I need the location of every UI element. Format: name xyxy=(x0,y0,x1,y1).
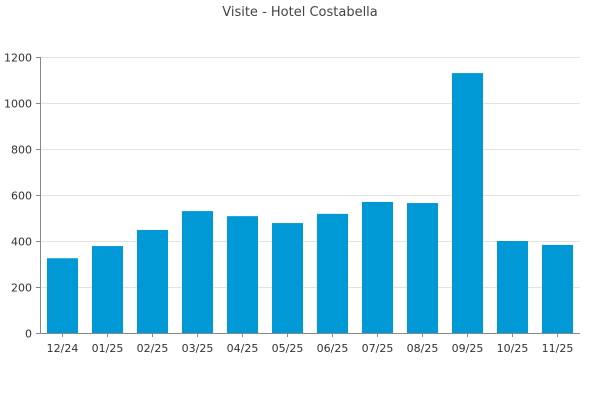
x-tick-label: 03/25 xyxy=(182,342,214,355)
axes xyxy=(36,57,580,337)
y-tick-label: 800 xyxy=(11,144,32,157)
bar-04-25 xyxy=(226,216,259,333)
x-tick-label: 09/25 xyxy=(452,342,484,355)
bar-11-25 xyxy=(541,244,574,333)
x-tick-label: 04/25 xyxy=(227,342,259,355)
x-tick-label: 05/25 xyxy=(272,342,304,355)
x-tick-label: 02/25 xyxy=(137,342,169,355)
gridlines xyxy=(40,57,580,288)
bar-03-25 xyxy=(181,211,214,333)
bar-06-25 xyxy=(316,213,349,333)
x-tick-label: 12/24 xyxy=(47,342,79,355)
bars xyxy=(46,73,574,333)
bar-02-25 xyxy=(136,229,169,333)
y-tick-label: 1000 xyxy=(4,98,32,111)
chart-title: Visite - Hotel Costabella xyxy=(222,5,378,20)
x-tick-label: 11/25 xyxy=(542,342,574,355)
x-tick-label: 07/25 xyxy=(362,342,394,355)
y-tick-label: 400 xyxy=(11,236,32,249)
bar-01-25 xyxy=(91,246,124,333)
x-tick-label: 08/25 xyxy=(407,342,439,355)
bar-05-25 xyxy=(271,223,304,333)
bar-12-24 xyxy=(46,258,79,333)
bar-07-25 xyxy=(361,201,394,333)
bar-10-25 xyxy=(496,241,529,333)
y-tick-labels: 0 200 400 600 800 1000 1200 xyxy=(4,52,32,341)
y-tick-label: 0 xyxy=(25,328,32,341)
y-tick-label: 200 xyxy=(11,282,32,295)
y-tick-label: 1200 xyxy=(4,52,32,65)
x-tick-label: 06/25 xyxy=(317,342,349,355)
bar-08-25 xyxy=(406,203,439,333)
y-tick-label: 600 xyxy=(11,190,32,203)
x-tick-labels: 12/24 01/25 02/25 03/25 04/25 05/25 06/25 07/25… xyxy=(47,342,574,355)
x-tick-label: 10/25 xyxy=(497,342,529,355)
x-tick-label: 01/25 xyxy=(92,342,124,355)
bar-09-25 xyxy=(451,73,484,333)
